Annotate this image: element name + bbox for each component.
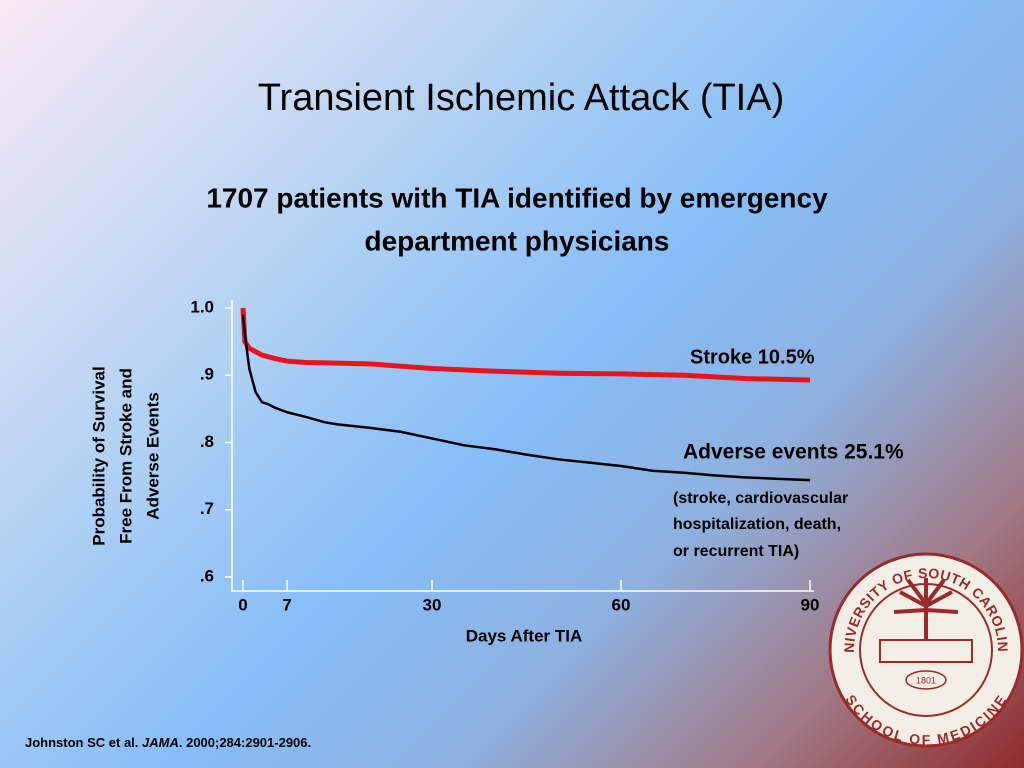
x-axis-label: Days After TIA	[466, 626, 583, 645]
slide-title: Transient Ischemic Attack (TIA)	[258, 77, 785, 119]
subtitle: 1707 patients with TIA identified by eme…	[206, 182, 828, 213]
logo-tree	[893, 578, 959, 640]
citation: Johnston SC et al. JAMA. 2000;284:2901-2…	[25, 735, 311, 750]
x-tick-label: 7	[282, 595, 291, 614]
y-axis-label-line: Free From Stroke and	[116, 368, 135, 544]
series-label: Adverse events 25.1%	[683, 441, 904, 464]
subtitle: department physicians	[365, 225, 670, 256]
y-axis-label-line: Adverse Events	[143, 392, 162, 520]
annotation: or recurrent TIA)	[673, 543, 799, 560]
citation-part: . 2000;284:2901-2906.	[179, 735, 311, 750]
y-tick-label: .9	[200, 365, 214, 384]
logo-year: 1801	[916, 675, 936, 685]
annotation: (stroke, cardiovascular	[673, 490, 848, 507]
y-tick-label: .7	[200, 499, 214, 518]
citation-part: Johnston SC et al.	[25, 735, 142, 750]
y-tick-label: 1.0	[190, 297, 214, 316]
x-tick-label: 0	[238, 595, 247, 614]
annotation: hospitalization, death,	[673, 516, 841, 533]
series-line	[240, 307, 811, 383]
x-tick-label: 60	[612, 595, 631, 614]
y-axis-label-line: Probability of Survival	[89, 366, 108, 546]
x-tick-label: 90	[801, 595, 820, 614]
series-line	[241, 314, 811, 482]
x-tick-label: 30	[423, 595, 442, 614]
y-tick-label: .6	[200, 566, 214, 585]
y-axis-label: Probability of Survival Free From Stroke…	[89, 366, 162, 546]
y-tick-label: .8	[200, 432, 214, 451]
series-label: Stroke 10.5%	[690, 346, 815, 368]
logo-building	[879, 639, 973, 663]
logo-oval	[905, 670, 947, 690]
citation-part: JAMA	[142, 735, 179, 750]
